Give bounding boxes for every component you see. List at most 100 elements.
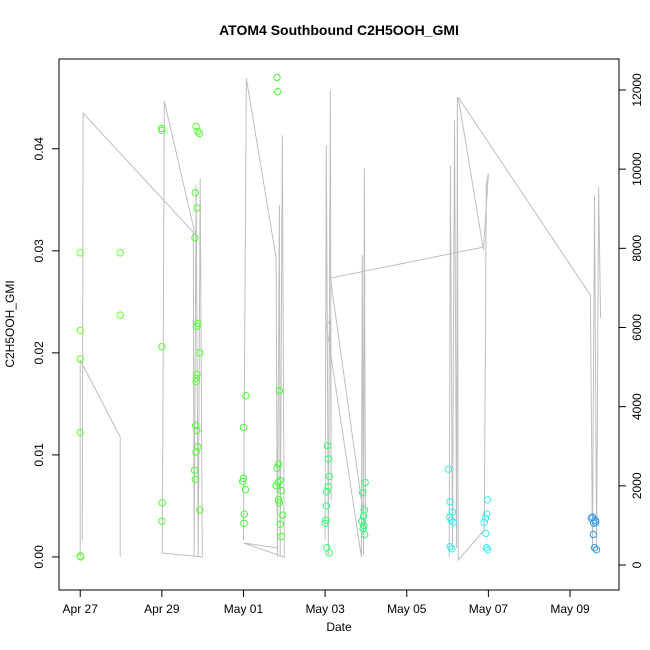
- data-point: [158, 517, 166, 525]
- data-point: [447, 545, 456, 553]
- data-point: [449, 518, 457, 526]
- x-tick-label: May 07: [469, 602, 509, 616]
- y2-tick-label: 12000: [630, 73, 644, 107]
- data-point: [325, 549, 333, 557]
- data-point: [76, 428, 84, 437]
- data-point: [192, 421, 200, 430]
- data-point: [76, 355, 84, 363]
- x-tick-label: Apr 29: [144, 602, 180, 616]
- data-point: [193, 370, 201, 378]
- y2-tick-label: 0: [630, 561, 644, 568]
- data-point: [446, 543, 454, 551]
- data-point: [323, 442, 332, 450]
- data-point: [274, 87, 282, 96]
- data-point: [324, 455, 333, 463]
- data-point: [158, 126, 166, 135]
- data-point: [446, 498, 454, 506]
- data-point: [192, 448, 200, 456]
- data-point: [358, 488, 367, 497]
- chart-title: ATOM4 Southbound C2H5OOH_GMI: [219, 22, 459, 38]
- data-point: [76, 249, 84, 257]
- data-point: [360, 521, 368, 530]
- data-point: [192, 122, 200, 131]
- data-point: [276, 520, 284, 528]
- data-point: [158, 343, 166, 351]
- data-point: [240, 519, 248, 527]
- data-point: [361, 530, 369, 539]
- data-point: [273, 73, 281, 82]
- data-point: [587, 514, 595, 522]
- data-point: [480, 518, 489, 526]
- x-tick-label: May 05: [387, 602, 427, 616]
- y2-tick-label: 6000: [630, 314, 644, 341]
- data-point: [483, 546, 492, 554]
- data-point: [191, 233, 199, 242]
- data-point: [592, 518, 600, 526]
- y2-tick-label: 10000: [630, 152, 644, 186]
- data-point: [194, 319, 202, 327]
- y-tick-label: 0.03: [32, 239, 46, 263]
- data-point: [116, 311, 124, 319]
- data-point: [482, 529, 490, 538]
- data-point: [322, 502, 331, 510]
- data-point: [589, 530, 597, 539]
- data-point: [76, 326, 84, 335]
- data-point: [324, 482, 333, 491]
- data-point: [483, 496, 492, 504]
- y2-tick-label: 2000: [630, 472, 644, 499]
- data-point: [193, 204, 201, 212]
- data-point: [190, 466, 199, 474]
- y-tick-label: 0.04: [32, 137, 46, 161]
- data-point: [321, 519, 329, 527]
- data-point: [325, 472, 333, 481]
- y-axis-title: C2H5OOH_GMI: [3, 280, 17, 367]
- data-point: [277, 486, 286, 495]
- data-point: [482, 544, 491, 552]
- data-point: [191, 188, 200, 197]
- x-axis-title: Date: [326, 620, 352, 634]
- data-point: [238, 477, 247, 486]
- data-point: [196, 506, 204, 514]
- data-point: [191, 475, 200, 484]
- data-point: [196, 349, 204, 357]
- data-point: [444, 465, 453, 473]
- data-point: [273, 464, 281, 472]
- data-point: [192, 374, 201, 383]
- data-point: [481, 514, 490, 522]
- y-tick-label: 0.01: [32, 443, 46, 467]
- data-point: [76, 553, 85, 561]
- data-point: [239, 474, 248, 483]
- data-point: [592, 546, 601, 554]
- data-point: [274, 460, 283, 468]
- data-point: [278, 511, 287, 519]
- data-point: [242, 392, 250, 400]
- data-point: [323, 487, 331, 496]
- data-point: [272, 481, 280, 490]
- x-tick-label: May 03: [305, 602, 345, 616]
- y2-tick-label: 4000: [630, 393, 644, 420]
- data-point: [361, 478, 369, 487]
- data-point: [447, 516, 455, 524]
- data-point: [239, 423, 248, 432]
- data-point: [240, 510, 249, 518]
- data-point: [192, 377, 200, 386]
- data-point: [322, 516, 330, 524]
- data-point: [483, 510, 491, 518]
- x-tick-label: Apr 27: [63, 602, 99, 616]
- x-tick-label: May 01: [224, 602, 264, 616]
- x-tick-label: May 09: [550, 602, 590, 616]
- data-point: [193, 322, 201, 331]
- data-point: [194, 127, 202, 136]
- data-point: [241, 485, 250, 494]
- data-point: [358, 517, 366, 525]
- data-point: [275, 386, 284, 395]
- y-tick-label: 0.00: [32, 545, 46, 569]
- data-point: [193, 426, 201, 435]
- y-tick-label: 0.02: [32, 341, 46, 365]
- data-point: [590, 544, 599, 552]
- data-point: [277, 532, 285, 541]
- data-point: [194, 443, 202, 451]
- data-point: [359, 512, 368, 520]
